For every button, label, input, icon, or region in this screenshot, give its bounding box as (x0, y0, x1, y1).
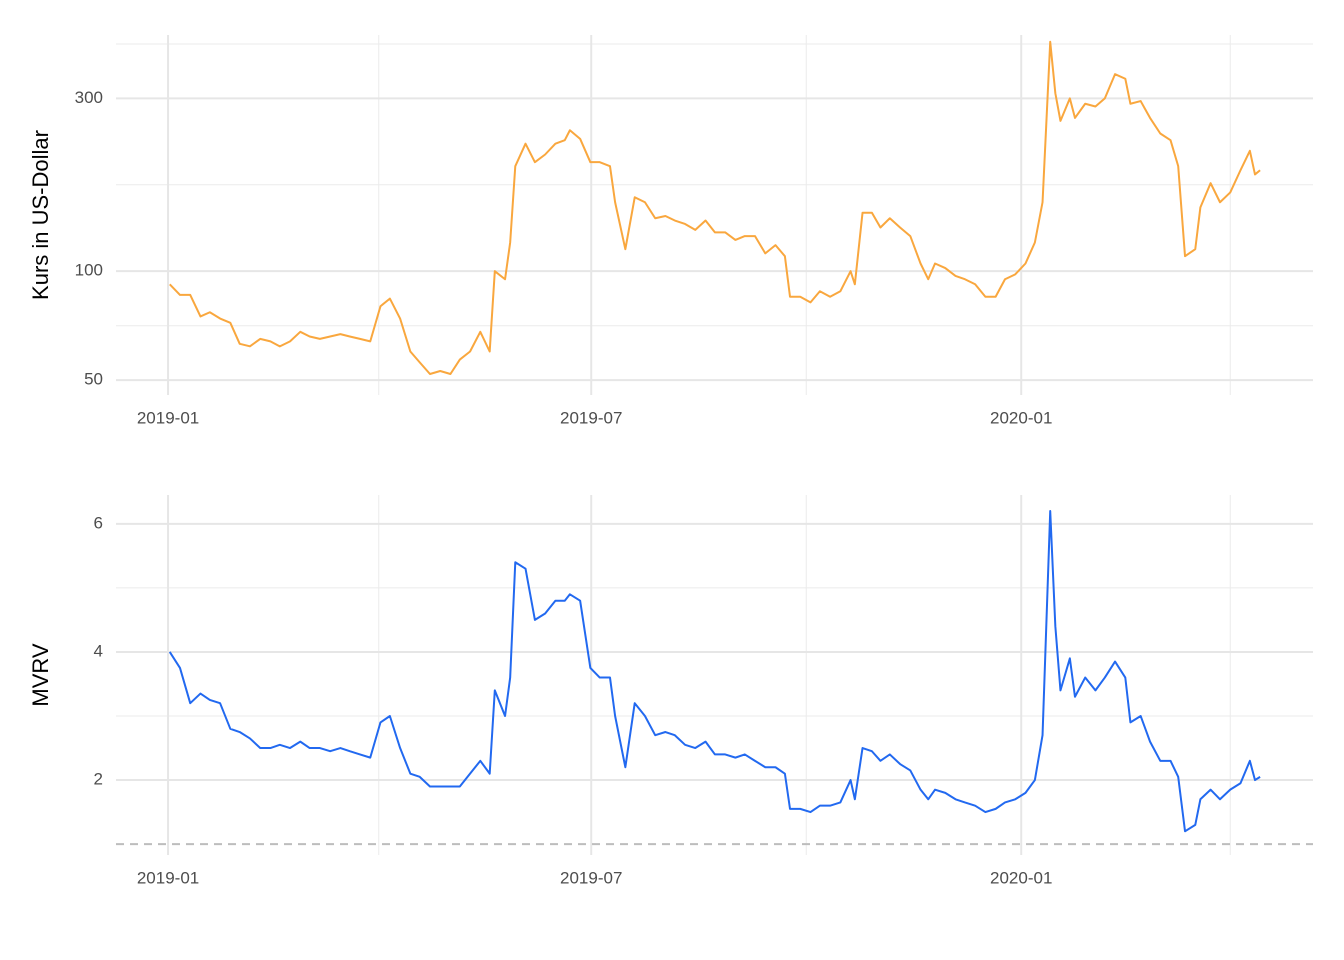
data-line (169, 40, 1261, 375)
x-tick-label: 2020-01 (990, 408, 1052, 427)
y-tick-label: 2 (94, 770, 103, 789)
x-tick-label: 2019-01 (137, 868, 199, 887)
y-tick-label: 50 (84, 370, 103, 389)
x-tick-label: 2020-01 (990, 868, 1052, 887)
y-axis-title: Kurs in US-Dollar (28, 130, 53, 300)
data-line (168, 510, 1261, 833)
y-tick-label: 6 (94, 513, 103, 532)
y-tick-label: 4 (94, 641, 103, 660)
y-tick-label: 300 (75, 88, 103, 107)
y-tick-label: 100 (75, 261, 103, 280)
y-axis-title: MVRV (28, 643, 53, 706)
x-tick-label: 2019-07 (560, 408, 622, 427)
x-tick-label: 2019-07 (560, 868, 622, 887)
x-tick-label: 2019-01 (137, 408, 199, 427)
